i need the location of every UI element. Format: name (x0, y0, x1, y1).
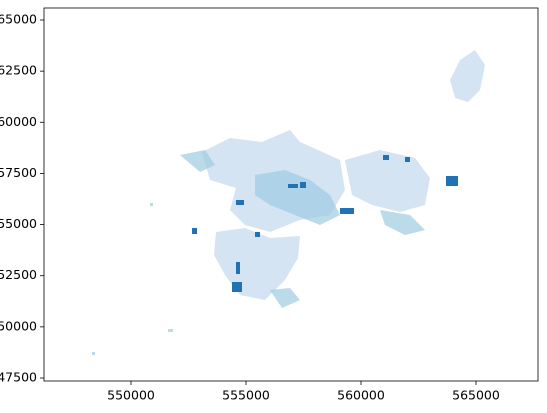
y-tick-label: 647500 (0, 369, 37, 384)
spot (92, 352, 95, 355)
spot (232, 282, 242, 292)
spot (150, 203, 153, 206)
y-tick-label: 655000 (0, 216, 37, 231)
y-tick-label: 662500 (0, 63, 37, 78)
spot (236, 200, 244, 205)
y-tick-label: 660000 (0, 114, 37, 129)
axes-frame (43, 7, 539, 382)
region (180, 150, 215, 172)
y-tick-label: 665000 (0, 12, 37, 27)
spot (168, 329, 173, 332)
map-shapes (92, 50, 485, 355)
spot (255, 232, 260, 237)
spot (340, 208, 354, 214)
spot (288, 184, 298, 188)
region (380, 210, 425, 235)
spot (236, 262, 240, 274)
x-tick-label: 550000 (107, 388, 155, 403)
region (270, 288, 300, 308)
spot (383, 155, 389, 160)
spot (405, 157, 410, 162)
y-tick-label: 650000 (0, 318, 37, 333)
region (345, 150, 430, 212)
spot (192, 228, 197, 234)
y-tick-label: 657500 (0, 165, 37, 180)
y-tick-label: 652500 (0, 267, 37, 282)
x-tick-label: 565000 (452, 388, 500, 403)
region (450, 50, 485, 102)
x-tick-label: 560000 (337, 388, 385, 403)
region (255, 170, 340, 225)
x-tick-label: 555000 (222, 388, 270, 403)
spot (446, 176, 458, 186)
spot (300, 182, 306, 188)
